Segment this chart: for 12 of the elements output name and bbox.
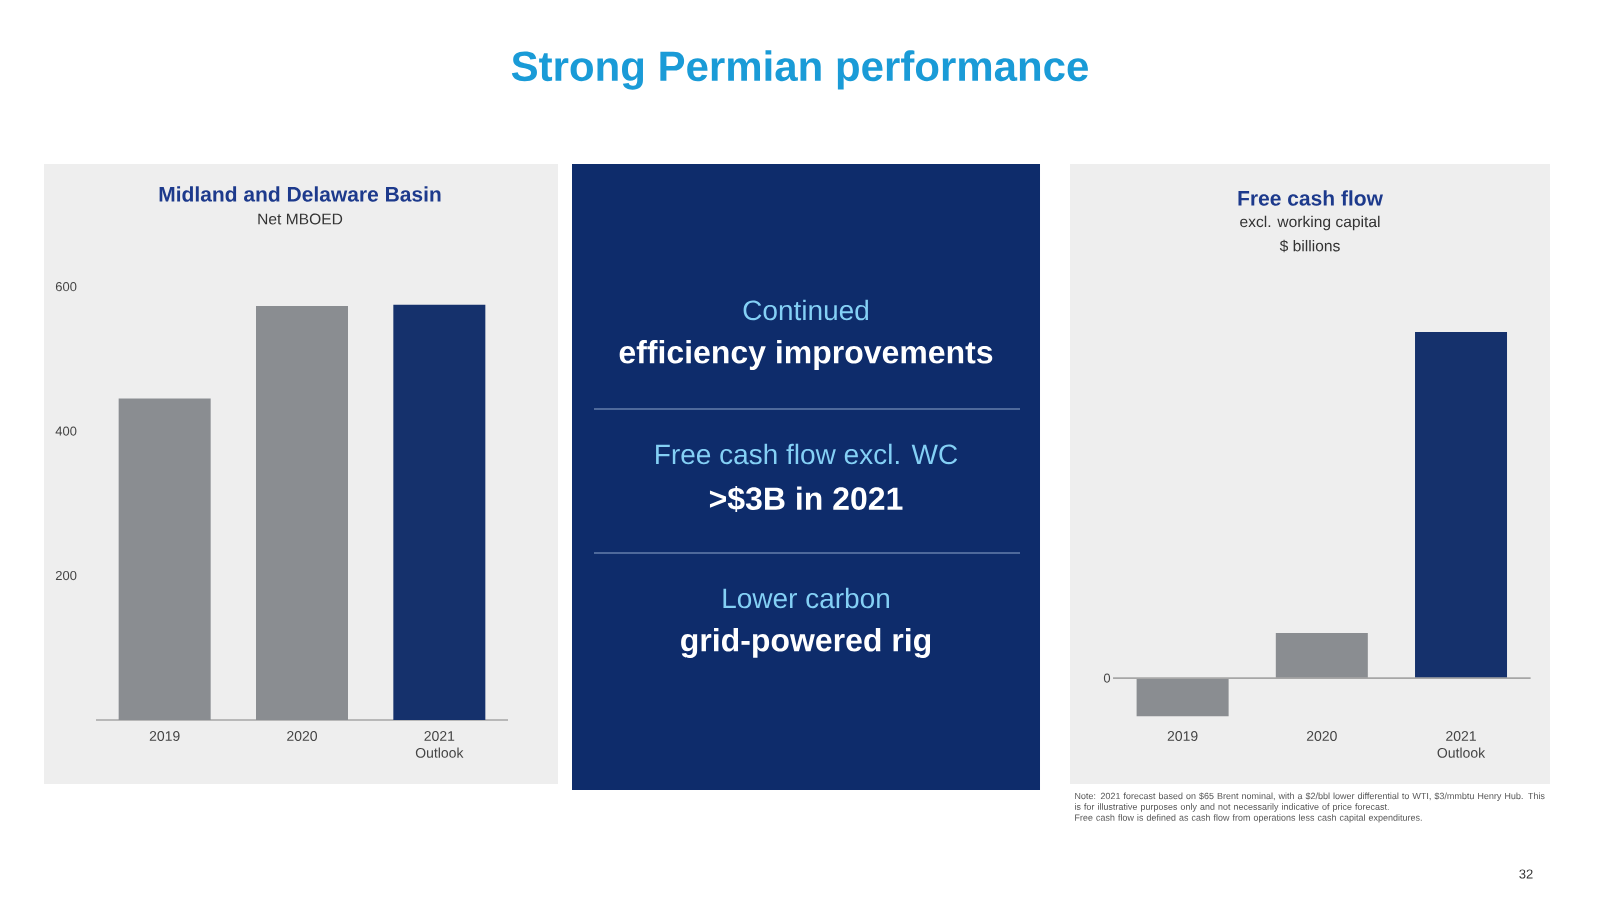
text: grid-powered rig — [681, 628, 931, 658]
bar — [256, 306, 349, 720]
chart-title: Free cash flow — [1238, 190, 1383, 206]
chart-title: Midland and Delaware Basin — [159, 186, 441, 202]
text: Free cash flow excl. WC — [656, 443, 958, 465]
text: >$3B in 2021 — [709, 485, 903, 513]
bar — [118, 398, 211, 720]
text: efficiency improvements — [619, 340, 993, 370]
bar — [393, 304, 486, 720]
text: Continued — [743, 299, 869, 321]
text: Strong Permian performance — [511, 50, 1088, 90]
text: Lower carbon — [723, 587, 889, 609]
